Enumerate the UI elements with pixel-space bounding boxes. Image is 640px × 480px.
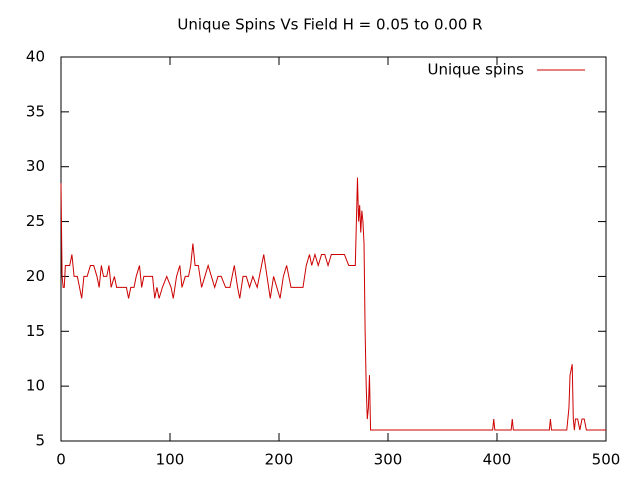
- x-tick-label: 100: [156, 451, 185, 469]
- x-tick-label: 300: [374, 451, 403, 469]
- x-tick-label: 400: [483, 451, 512, 469]
- y-tick-label: 5: [35, 432, 45, 450]
- chart-title: Unique Spins Vs Field H = 0.05 to 0.00 R: [177, 16, 482, 34]
- y-tick-label: 20: [26, 267, 45, 285]
- y-tick-label: 35: [26, 102, 45, 120]
- x-tick-label: 0: [56, 451, 66, 469]
- data-line: [60, 177, 606, 431]
- x-tick-label: 500: [592, 451, 621, 469]
- y-tick-label: 40: [26, 48, 45, 66]
- y-tick-label: 25: [26, 212, 45, 230]
- legend-label: Unique spins: [427, 61, 524, 79]
- x-tick-label: 200: [265, 451, 294, 469]
- y-tick-label: 30: [26, 157, 45, 175]
- y-tick-label: 10: [26, 377, 45, 395]
- plot-frame: [60, 56, 607, 442]
- y-tick-label: 15: [26, 322, 45, 340]
